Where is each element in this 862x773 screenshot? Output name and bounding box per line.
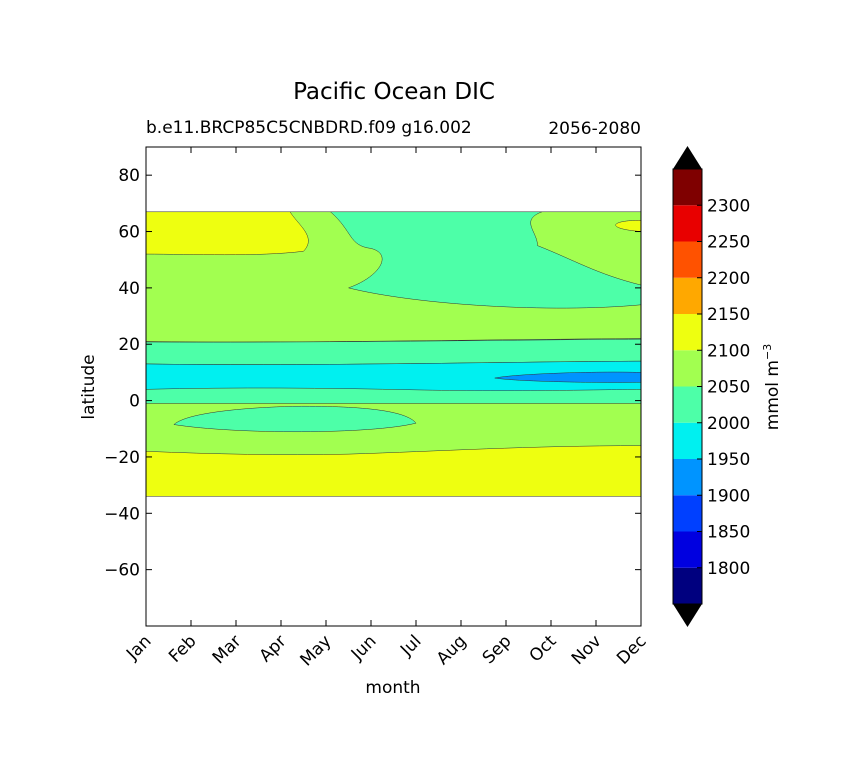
contour-region-southern-tropical-patch (173, 405, 417, 433)
colorbar-segment (673, 241, 702, 278)
x-tick-label: Nov (568, 631, 606, 669)
chart-subtitle-run: b.e11.BRCP85C5CNBDRD.f09 g16.002 (146, 118, 472, 138)
colorbar-segment (673, 205, 702, 242)
colorbar-segment (673, 459, 702, 496)
plot-frame (145, 146, 642, 627)
x-tick-label: Jul (396, 631, 425, 660)
colorbar-tick-label: 2150 (707, 305, 750, 325)
x-tick-label: Oct (526, 631, 561, 666)
x-tick-label: Aug (433, 631, 471, 669)
x-tick-label: Feb (165, 631, 200, 666)
colorbar-segment (673, 495, 702, 532)
colorbar-label-exponent: −3 (761, 344, 774, 360)
x-tick-label: Apr (256, 631, 291, 666)
colorbar-segment (673, 422, 702, 459)
x-tick-label: Sep (479, 631, 516, 668)
colorbar-tick-label: 1800 (707, 559, 750, 579)
x-tick-label: Jun (347, 631, 381, 665)
y-axis-label: latitude (79, 354, 99, 419)
colorbar-segment (673, 567, 702, 604)
y-tick-label: 0 (129, 392, 140, 412)
contour-region-northern-summer-tongue (329, 211, 641, 309)
colorbar-tick-label: 2050 (707, 378, 750, 398)
x-tick-label: Jan (122, 631, 155, 664)
colorbar-segment (673, 314, 702, 351)
colorbar-tick-label: 1850 (707, 523, 750, 543)
chart-title: Pacific Ocean DIC (293, 79, 495, 105)
colorbar-segment (673, 169, 702, 206)
colorbar-segment (673, 277, 702, 314)
colorbar-extend-max (673, 146, 702, 169)
colorbar-tick-label: 2200 (707, 269, 750, 289)
colorbar-label: mmol m−3 (761, 344, 783, 430)
y-tick-label: −60 (104, 561, 140, 581)
x-tick-label: Dec (613, 631, 650, 668)
x-axis-label: month (365, 678, 420, 698)
contour-region-equatorial-min-patch (494, 371, 641, 383)
colorbar-tick-label: 1900 (707, 486, 750, 506)
y-tick-label: −40 (104, 504, 140, 524)
colorbar-tick-label: 2300 (707, 196, 750, 216)
y-tick-label: 40 (118, 279, 140, 299)
contour-region-northern-tropical-band (146, 338, 641, 365)
y-tick-label: 20 (118, 335, 140, 355)
chart-subtitle-years: 2056-2080 (548, 119, 641, 139)
colorbar: 1800 1850 1900 1950 2000 2050 2100 2150 2200 2250… (672, 146, 750, 627)
colorbar-tick-label: 2000 (707, 414, 750, 434)
colorbar-tick-label: 1950 (707, 450, 750, 470)
colorbar-label-base: mmol m (763, 360, 783, 430)
y-tick-label: 80 (118, 166, 140, 186)
colorbar-segment (673, 531, 702, 568)
x-tick-label: Mar (209, 631, 246, 668)
colorbar-extend-min (673, 604, 702, 627)
contour-fill-layer (146, 211, 641, 497)
y-tick-label: 60 (118, 223, 140, 243)
x-tick-label: May (297, 631, 336, 670)
colorbar-segment (673, 350, 702, 387)
contour-region-equatorial-low-band (146, 360, 641, 391)
colorbar-tick-label: 2250 (707, 233, 750, 253)
y-tick-label: −20 (104, 448, 140, 468)
colorbar-tick-label: 2100 (707, 341, 750, 361)
colorbar-segment (673, 386, 702, 423)
y-axis: 80 60 40 20 0 −20 −40 −60 (104, 166, 641, 581)
